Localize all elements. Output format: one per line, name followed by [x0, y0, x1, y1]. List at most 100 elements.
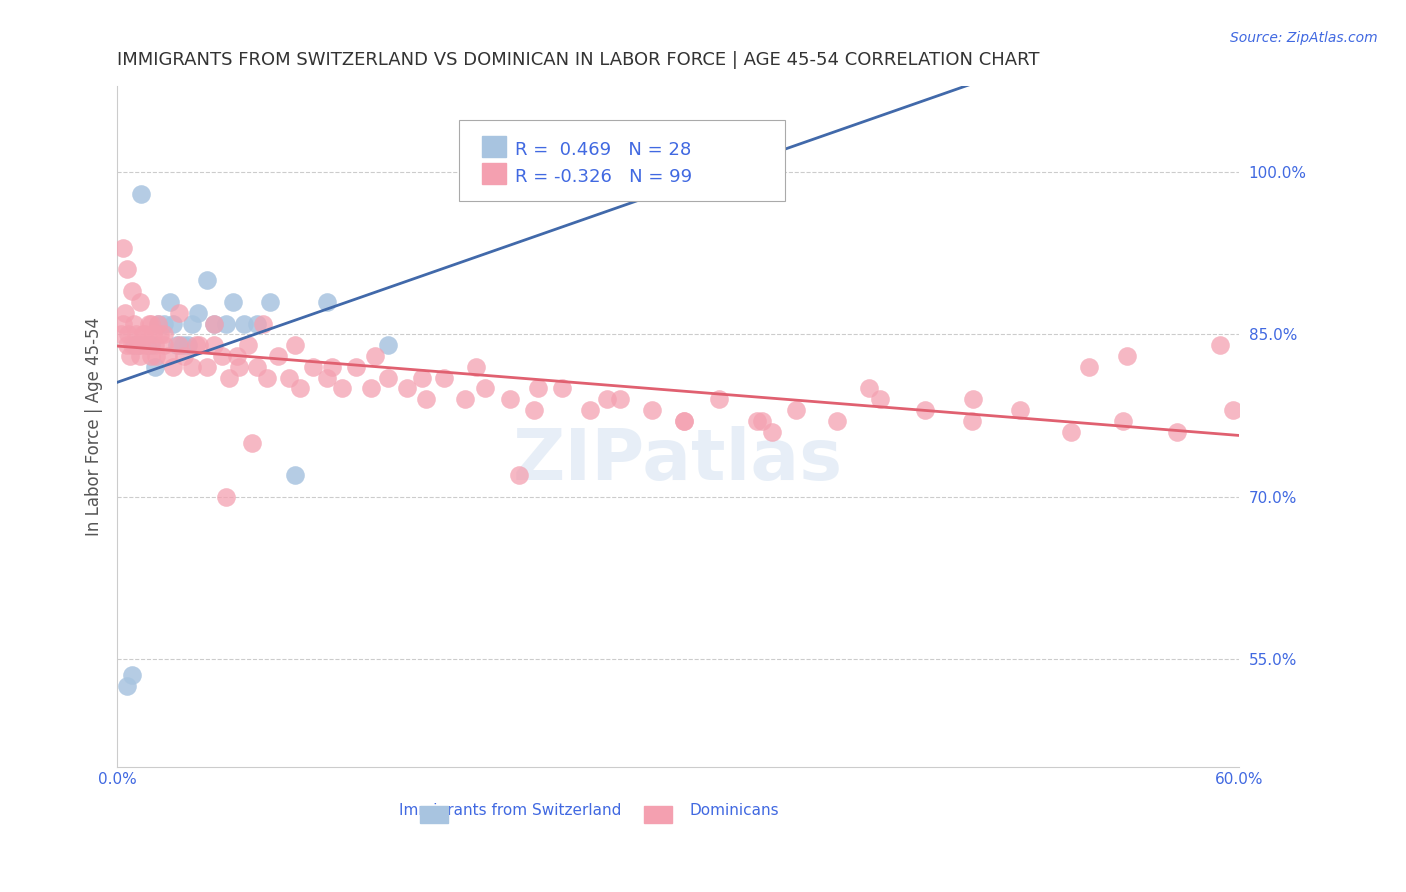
Point: [346, 359, 368, 374]
Point: [579, 403, 602, 417]
Bar: [644, 806, 672, 823]
Point: [162, 359, 184, 374]
Point: [148, 317, 170, 331]
Point: [128, 294, 150, 309]
Point: [159, 294, 181, 309]
Point: [609, 392, 631, 407]
Point: [415, 392, 437, 407]
Point: [869, 392, 891, 407]
Point: [114, 306, 136, 320]
Point: [278, 370, 301, 384]
Text: IMMIGRANTS FROM SWITZERLAND VS DOMINICAN IN LABOR FORCE | AGE 45-54 CORRELATION : IMMIGRANTS FROM SWITZERLAND VS DOMINICAN…: [117, 51, 1039, 69]
Point: [284, 338, 307, 352]
Point: [143, 359, 166, 374]
Text: Dominicans: Dominicans: [689, 803, 779, 818]
Point: [527, 382, 550, 396]
Point: [330, 382, 353, 396]
Point: [149, 327, 172, 342]
Point: [139, 338, 162, 352]
Point: [290, 382, 312, 396]
Bar: [482, 163, 506, 185]
Point: [120, 349, 142, 363]
Point: [117, 327, 139, 342]
Point: [153, 338, 176, 352]
Point: [709, 392, 731, 407]
Point: [1166, 425, 1188, 439]
Point: [181, 359, 204, 374]
Point: [302, 359, 325, 374]
Bar: [482, 136, 506, 157]
Point: [246, 317, 269, 331]
Point: [138, 317, 160, 331]
Point: [195, 273, 218, 287]
Point: [132, 327, 155, 342]
Point: [111, 317, 134, 331]
Point: [1078, 359, 1101, 374]
Point: [214, 317, 236, 331]
Point: [143, 338, 166, 352]
Point: [508, 468, 530, 483]
Point: [785, 403, 807, 417]
Point: [551, 382, 574, 396]
Point: [761, 425, 783, 439]
Point: [315, 294, 337, 309]
Point: [364, 349, 387, 363]
Point: [121, 668, 143, 682]
Point: [128, 349, 150, 363]
Point: [499, 392, 522, 407]
Point: [672, 414, 695, 428]
Point: [315, 370, 337, 384]
Point: [153, 327, 176, 342]
Point: [202, 338, 225, 352]
Point: [474, 382, 496, 396]
Text: R = -0.326   N = 99: R = -0.326 N = 99: [516, 168, 693, 186]
Point: [825, 414, 848, 428]
Point: [172, 338, 194, 352]
Point: [454, 392, 477, 407]
Point: [188, 338, 211, 352]
Point: [115, 262, 138, 277]
Point: [131, 186, 153, 201]
Text: R =  0.469   N = 28: R = 0.469 N = 28: [516, 141, 692, 159]
Point: [914, 403, 936, 417]
Point: [115, 338, 138, 352]
Point: [433, 370, 456, 384]
Point: [139, 349, 162, 363]
Point: [167, 306, 190, 320]
Point: [195, 359, 218, 374]
Point: [139, 317, 162, 331]
Point: [962, 392, 984, 407]
Point: [218, 370, 240, 384]
Point: [377, 338, 399, 352]
Point: [131, 338, 153, 352]
Point: [173, 349, 195, 363]
Point: [202, 317, 225, 331]
Point: [134, 327, 156, 342]
Point: [641, 403, 664, 417]
Point: [122, 317, 145, 331]
Point: [858, 382, 880, 396]
Point: [751, 414, 773, 428]
Point: [1209, 338, 1232, 352]
Point: [162, 317, 184, 331]
Point: [1059, 425, 1081, 439]
Point: [110, 327, 132, 342]
Point: [148, 317, 170, 331]
Point: [222, 294, 245, 309]
Point: [156, 349, 179, 363]
Point: [1115, 349, 1137, 363]
Text: ZIPatlas: ZIPatlas: [513, 425, 844, 495]
Point: [177, 338, 200, 352]
Point: [252, 317, 274, 331]
Point: [523, 403, 546, 417]
Point: [127, 338, 149, 352]
Y-axis label: In Labor Force | Age 45-54: In Labor Force | Age 45-54: [86, 317, 103, 536]
Point: [411, 370, 433, 384]
Point: [360, 382, 382, 396]
Text: Source: ZipAtlas.com: Source: ZipAtlas.com: [1230, 31, 1378, 45]
Point: [136, 338, 159, 352]
Point: [1010, 403, 1032, 417]
Point: [1112, 414, 1135, 428]
Point: [1222, 403, 1244, 417]
Point: [136, 338, 159, 352]
